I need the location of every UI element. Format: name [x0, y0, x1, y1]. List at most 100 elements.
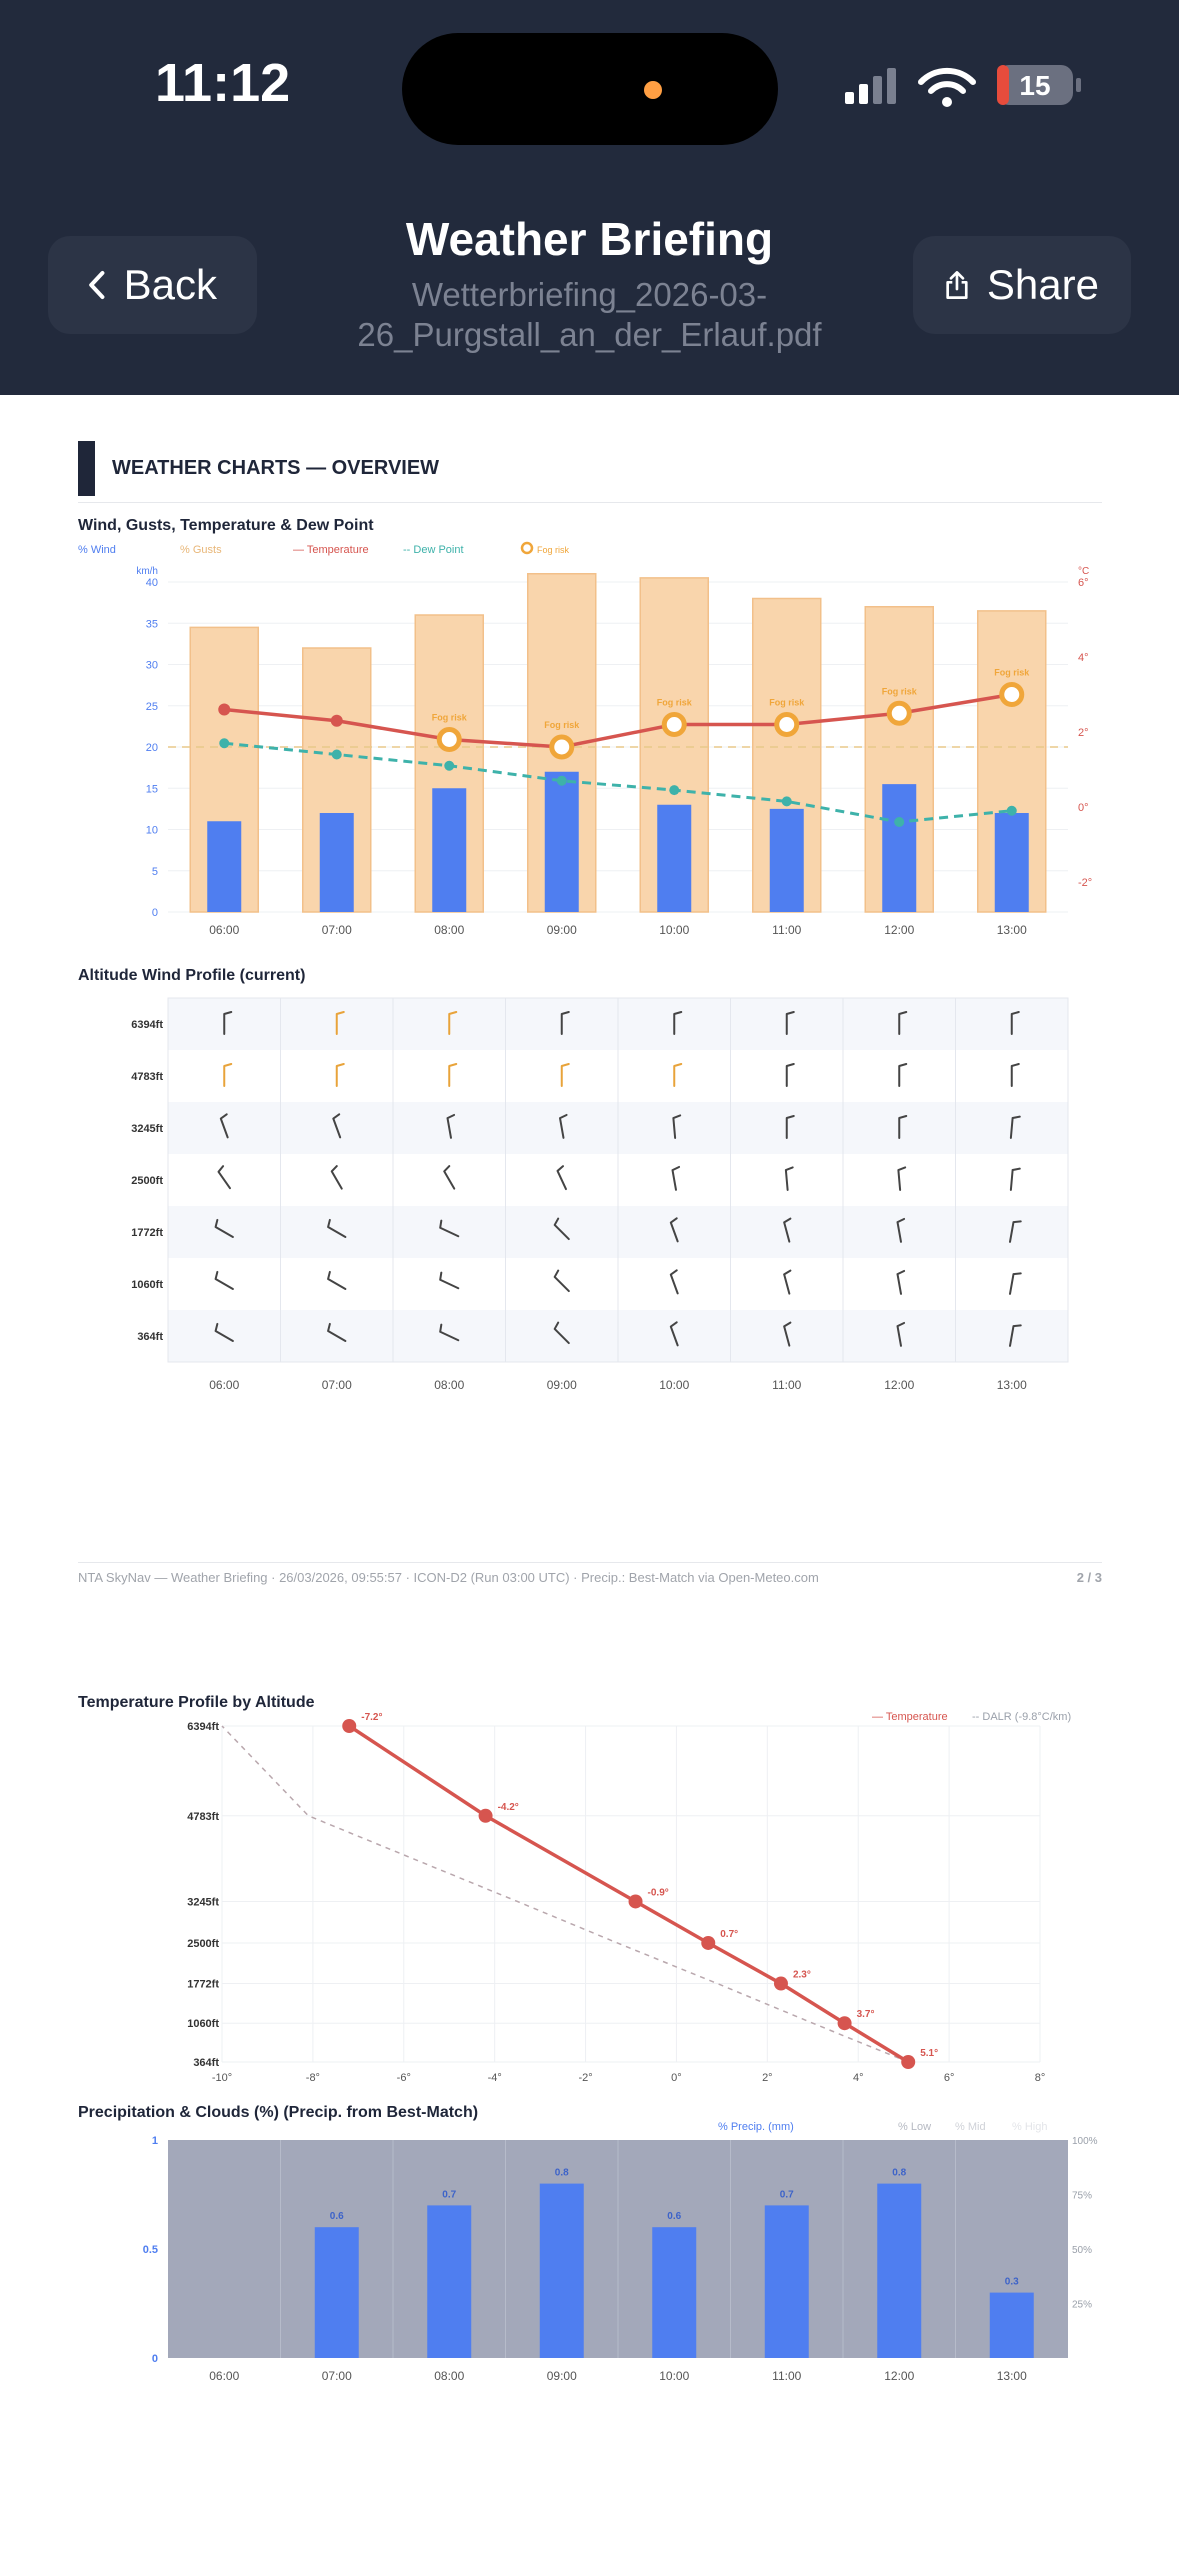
legend-item: — Temperature — [293, 544, 369, 556]
back-button[interactable]: Back — [48, 236, 257, 334]
x-tick-label: 6° — [944, 2072, 955, 2084]
wind-barb-icon — [553, 1321, 570, 1345]
wind-barb-icon — [898, 1011, 908, 1035]
precip-bar — [764, 2205, 809, 2358]
battery-level: 15 — [1019, 70, 1050, 101]
y-tick-label: 0.5 — [143, 2244, 158, 2256]
x-tick-label: 11:00 — [772, 1378, 801, 1390]
altitude-label: 4783ft — [131, 1071, 163, 1083]
wind-barb-icon — [785, 1063, 795, 1087]
legend-item: — Temperature — [872, 1711, 948, 1723]
wind-barb-icon — [896, 1217, 906, 1243]
status-icons: 15 — [845, 65, 1081, 107]
altitude-label: 1060ft — [187, 2018, 219, 2030]
temperature-line — [348, 1724, 910, 2064]
x-tick-label: 08:00 — [434, 2369, 464, 2383]
cellular-signal-icon — [845, 68, 896, 104]
wind-barb-icon — [898, 1063, 908, 1087]
file-name-line2: 26_Purgstall_an_der_Erlauf.pdf — [357, 316, 822, 353]
share-button[interactable]: Share — [913, 236, 1131, 334]
battery-icon: 15 — [997, 65, 1081, 105]
temperature-value-label: -7.2° — [361, 1712, 382, 1723]
wind-barb-icon — [327, 1322, 347, 1342]
y2-tick-label: 50% — [1072, 2245, 1092, 2256]
chevron-left-icon — [89, 270, 105, 300]
precip-bar — [989, 2292, 1034, 2358]
precip-value-label: 0.7 — [442, 2189, 456, 2200]
page-number: 2 / 3 — [1076, 1570, 1102, 1585]
chart2-title: Altitude Wind Profile (current) — [78, 967, 306, 984]
wind-barb-icon — [439, 1323, 460, 1342]
y-tick-label: 10 — [146, 825, 158, 837]
precip-bar — [877, 2183, 922, 2358]
wind-barb-icon — [785, 1115, 795, 1139]
wind-barb-icon — [1009, 1220, 1022, 1243]
y-tick-label: 25 — [146, 701, 158, 713]
section-divider — [78, 502, 1102, 503]
x-tick-label: 0° — [671, 2072, 682, 2084]
fog-risk-label: Fog risk — [657, 698, 693, 708]
x-tick-label: 06:00 — [209, 2369, 239, 2383]
wind-bar — [432, 788, 467, 912]
y2-tick-label: 75% — [1072, 2191, 1092, 2202]
wind-barb-icon — [669, 1217, 679, 1243]
y-tick-label: 5 — [152, 866, 158, 878]
altitude-label: 364ft — [193, 2057, 219, 2069]
x-tick-label: 10:00 — [659, 923, 689, 937]
wind-barb-icon — [669, 1269, 679, 1295]
chart4-title: Precipitation & Clouds (%) (Precip. from… — [78, 2104, 479, 2121]
y-tick-label: 0 — [152, 2353, 158, 2365]
precip-value-label: 0.7 — [780, 2189, 794, 2200]
fog-risk-label: Fog risk — [882, 686, 918, 696]
x-tick-label: 07:00 — [322, 923, 352, 937]
temperature-value-label: -4.2° — [498, 1802, 519, 1813]
wind-barb-icon — [672, 1114, 682, 1139]
temperature-profile-chart: -10° -8° -6° -4° -2° 0° 2° 4° 6° 8° 364ft 1060ft 177… — [187, 1711, 1071, 2084]
x-tick-label: 12:00 — [884, 1378, 914, 1390]
x-tick-label: 10:00 — [659, 1378, 689, 1390]
chart1-title: Wind, Gusts, Temperature & Dew Point — [78, 517, 374, 534]
footer-divider — [78, 1562, 1102, 1563]
temperature-marker — [837, 2016, 852, 2031]
dew-point-marker — [331, 749, 342, 760]
footer-text: NTA SkyNav — Weather Briefing · 26/03/20… — [78, 1570, 819, 1585]
section-marker — [78, 441, 95, 496]
section-title: WEATHER CHARTS — OVERVIEW — [112, 457, 440, 479]
x-tick-label: -8° — [306, 2072, 320, 2084]
x-tick-label: 8° — [1035, 2072, 1046, 2084]
wind-barb-icon — [1010, 1063, 1020, 1087]
wind-barb-icon — [217, 1165, 231, 1190]
dynamic-island — [402, 33, 778, 145]
wind-barb-icon — [332, 1113, 342, 1139]
wind-barb-icon — [448, 1063, 458, 1087]
x-tick-label: 13:00 — [997, 2369, 1027, 2383]
x-tick-label: 08:00 — [434, 1378, 464, 1390]
fog-risk-label: Fog risk — [544, 720, 580, 730]
dew-point-marker — [219, 738, 230, 749]
wind-barb-icon — [1010, 1011, 1020, 1035]
app-header: 11:12 15 Back Share Weather Brief — [0, 0, 1179, 395]
wind-barb-icon — [327, 1218, 347, 1238]
precip-value-label: 0.8 — [892, 2168, 906, 2179]
y-tick-label: 1 — [152, 2135, 158, 2147]
share-icon — [946, 271, 968, 299]
wind-barb-icon — [1009, 1272, 1022, 1295]
wind-bar — [207, 821, 242, 912]
altitude-label: 1772ft — [187, 1979, 219, 1991]
temperature-value-label: -0.9° — [648, 1887, 669, 1898]
legend-item: -- DALR (-9.8°C/km) — [972, 1711, 1071, 1723]
y-tick-label: 30 — [146, 660, 158, 672]
x-tick-label: -4° — [488, 2072, 502, 2084]
wind-barb-icon — [673, 1011, 683, 1035]
temperature-marker — [330, 714, 343, 727]
temperature-marker — [628, 1894, 643, 1909]
wind-barb-icon — [335, 1063, 345, 1087]
fog-risk-marker — [436, 727, 462, 752]
wind-barb-icon — [446, 1113, 456, 1139]
wind-barb-icon — [671, 1165, 681, 1191]
fog-risk-marker — [999, 682, 1025, 707]
profile-frame — [167, 997, 1069, 1363]
altitude-label: 1772ft — [131, 1227, 163, 1239]
wind-barb-icon — [214, 1270, 234, 1290]
fog-risk-label: Fog risk — [432, 713, 468, 723]
